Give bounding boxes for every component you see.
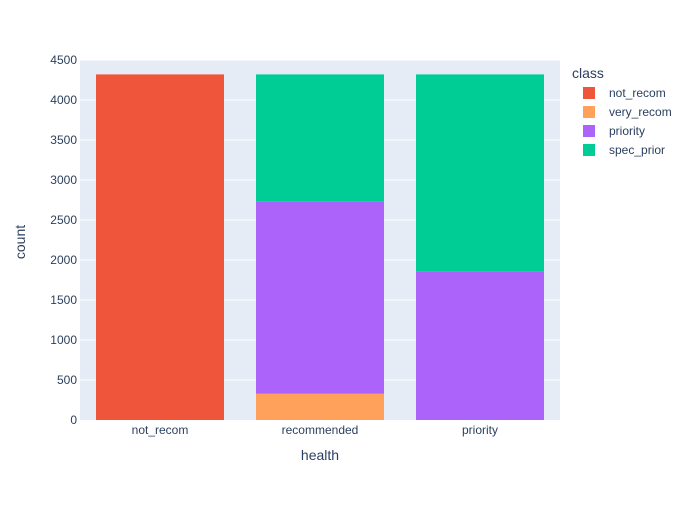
legend-label: not_recom bbox=[609, 86, 666, 100]
y-tick-label: 1000 bbox=[50, 333, 77, 347]
legend-item-spec-prior[interactable]: spec_prior bbox=[583, 143, 665, 157]
y-tick-label: 3000 bbox=[50, 173, 77, 187]
x-tick-label: not_recom bbox=[132, 423, 189, 437]
x-axis-title: health bbox=[301, 447, 339, 463]
legend-swatch bbox=[583, 125, 595, 137]
legend-swatch bbox=[583, 144, 595, 156]
y-tick-label: 2000 bbox=[50, 253, 77, 267]
y-tick-label: 4500 bbox=[50, 53, 77, 67]
legend-swatch bbox=[583, 87, 595, 99]
legend-item-very-recom[interactable]: very_recom bbox=[583, 105, 672, 119]
x-axis-ticks: not_recom recommended priority bbox=[132, 423, 498, 437]
legend-label: spec_prior bbox=[609, 143, 665, 157]
legend[interactable]: class not_recom very_recom priority spec_pr… bbox=[572, 65, 672, 157]
x-tick-label: recommended bbox=[282, 423, 359, 437]
bar-very-recom-recommended[interactable] bbox=[256, 393, 384, 420]
x-tick-label: priority bbox=[462, 423, 498, 437]
legend-item-not-recom[interactable]: not_recom bbox=[583, 86, 666, 100]
bar-priority-priority[interactable] bbox=[416, 271, 544, 420]
y-axis-ticks: 0 500 1000 1500 2000 2500 3000 3500 4000 4500 bbox=[50, 53, 77, 427]
legend-item-priority[interactable]: priority bbox=[583, 124, 645, 138]
y-tick-label: 0 bbox=[70, 413, 77, 427]
legend-label: priority bbox=[609, 124, 645, 138]
legend-title: class bbox=[572, 65, 604, 81]
y-tick-label: 500 bbox=[57, 373, 77, 387]
bar-priority-recommended[interactable] bbox=[256, 201, 384, 394]
bar-spec-prior-priority[interactable] bbox=[416, 74, 544, 272]
y-tick-label: 2500 bbox=[50, 213, 77, 227]
legend-label: very_recom bbox=[609, 105, 672, 119]
legend-swatch bbox=[583, 106, 595, 118]
y-tick-label: 1500 bbox=[50, 293, 77, 307]
y-tick-label: 3500 bbox=[50, 133, 77, 147]
bar-not-recom-not-recom[interactable] bbox=[96, 74, 224, 421]
bar-spec-prior-recommended[interactable] bbox=[256, 74, 384, 202]
y-axis-title: count bbox=[12, 225, 28, 259]
bars bbox=[96, 74, 544, 421]
y-tick-label: 4000 bbox=[50, 93, 77, 107]
